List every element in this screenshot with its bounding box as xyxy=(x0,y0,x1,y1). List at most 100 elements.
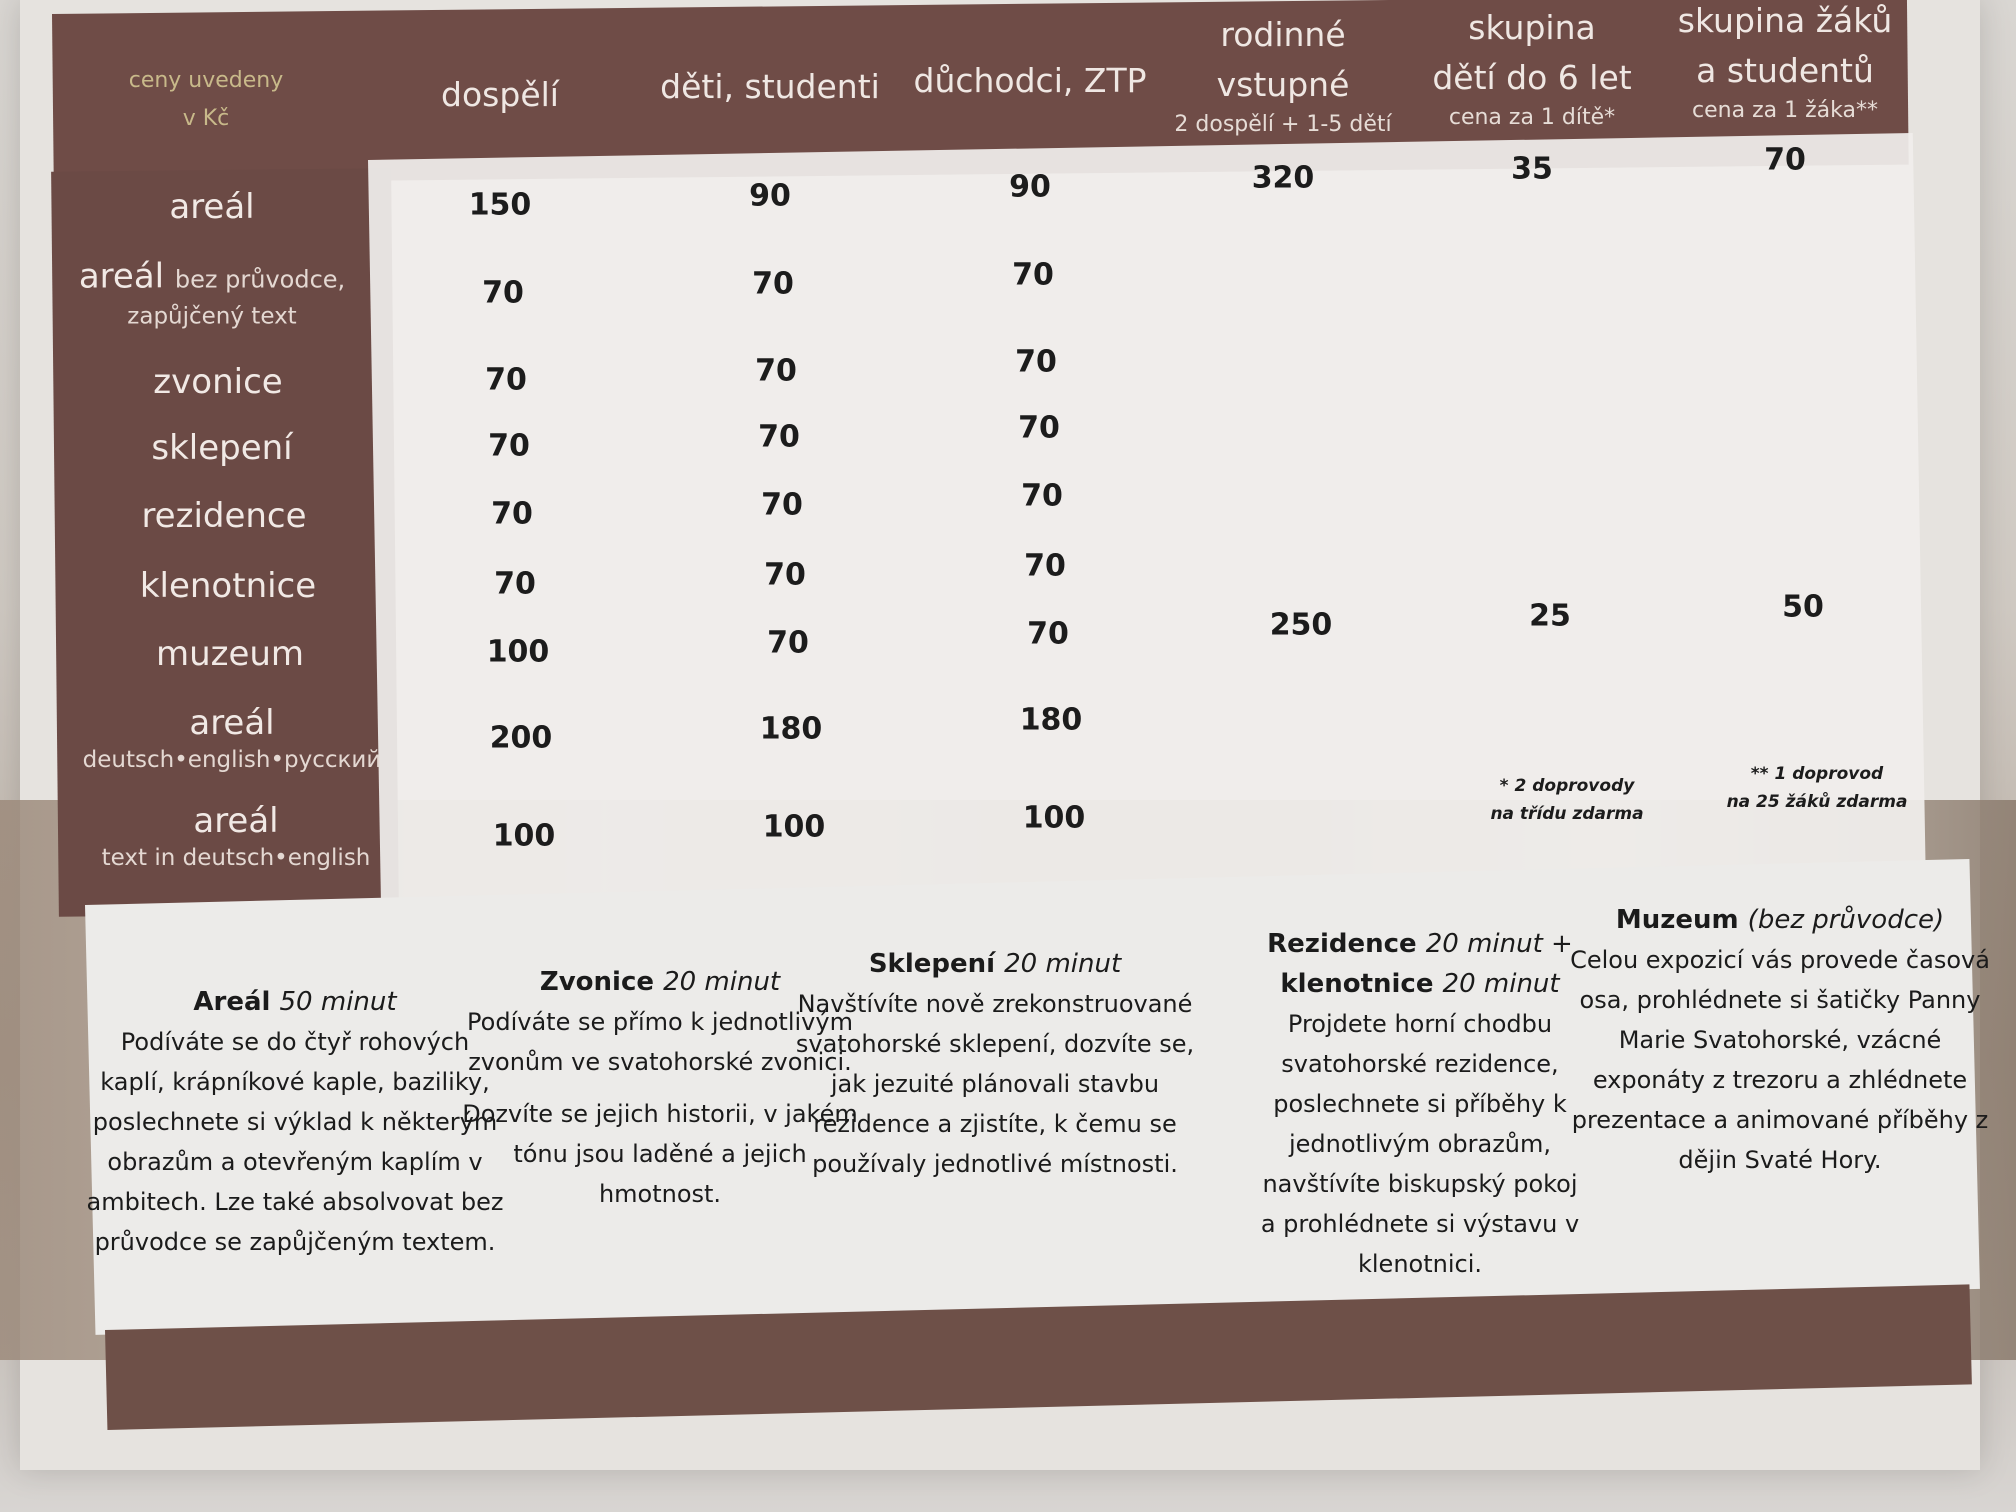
row-label: zvonice xyxy=(153,360,282,404)
row-label-inline: bez průvodce, xyxy=(174,265,346,294)
price-cell: 70 xyxy=(764,557,806,593)
price-cell: 100 xyxy=(1022,800,1086,836)
column-header-line: vstupné xyxy=(1216,65,1350,104)
footnote: * 2 doprovody na třídu zdarma xyxy=(1490,772,1643,828)
price-cell: 250 xyxy=(1269,607,1333,643)
column-header-line: a studentů xyxy=(1696,51,1874,90)
footnote-line: * 2 doprovody xyxy=(1499,776,1635,796)
column-header: dospělí xyxy=(441,70,559,120)
row-label: areál deutsch•english•русский xyxy=(83,701,382,775)
row-label-name: areál xyxy=(169,187,255,227)
price-cell: 70 xyxy=(1012,257,1054,293)
tour-description: Areál 50 minut Podíváte se do čtyř rohový… xyxy=(85,982,505,1274)
tour-duration: (bez průvodce) xyxy=(1747,905,1945,935)
footnote-line: na 25 žáků zdarma xyxy=(1726,792,1908,812)
tour-text: Celou expozicí vás provede časová osa, p… xyxy=(1570,946,1990,1174)
column-header: děti, studenti xyxy=(660,62,880,112)
row-label-subtitle: text in deutsch•english xyxy=(101,845,371,871)
tour-duration: 20 minut + xyxy=(1425,929,1573,959)
currency-note: ceny uvedeny v Kč xyxy=(129,62,284,138)
price-cell: 100 xyxy=(492,818,556,854)
price-cell: 70 xyxy=(1027,616,1069,652)
tour-duration: 50 minut xyxy=(279,987,397,1017)
row-label: muzeum xyxy=(156,632,304,676)
price-cell: 180 xyxy=(1019,702,1083,738)
row-label-name: areál xyxy=(189,703,275,743)
footnote-line: ** 1 doprovod xyxy=(1750,764,1884,784)
tour-duration: 20 minut xyxy=(663,967,781,997)
tour-title: Zvonice 20 minut xyxy=(450,962,870,1002)
price-cell: 70 xyxy=(485,362,527,398)
tour-text: Podíváte se přímo k jednotlivým zvonům v… xyxy=(467,1008,853,1076)
footnote: ** 1 doprovod na 25 žáků zdarma xyxy=(1727,760,1908,816)
price-cell: 100 xyxy=(486,634,550,670)
tour-title: Areál 50 minut xyxy=(85,982,505,1022)
row-label-subtitle: deutsch•english•русский xyxy=(82,747,382,773)
tour-text: Navštívíte nově zrekonstruované svatohor… xyxy=(795,990,1195,1178)
price-cell: 35 xyxy=(1511,151,1553,187)
price-cell: 150 xyxy=(468,187,532,223)
price-table-body xyxy=(368,133,1926,900)
row-label-name: zvonice xyxy=(153,362,283,402)
tour-title: klenotnice 20 minut xyxy=(1260,964,1580,1004)
column-header: důchodci, ZTP xyxy=(913,56,1146,106)
tour-description: Muzeum (bez průvodce) Celou expozicí vás … xyxy=(1570,900,1990,1192)
row-label-name: rezidence xyxy=(141,496,307,536)
price-cell: 70 xyxy=(767,625,809,661)
column-header-subtitle: cena za 1 žáka** xyxy=(1692,98,1878,123)
price-cell: 90 xyxy=(1009,169,1051,205)
price-cell: 70 xyxy=(752,266,794,302)
price-cell: 70 xyxy=(1021,478,1063,514)
column-header-line: důchodci, ZTP xyxy=(913,61,1147,100)
price-cell: 70 xyxy=(488,428,530,464)
column-header-line: skupina žáků xyxy=(1677,1,1893,40)
column-header-subtitle: 2 dospělí + 1-5 dětí xyxy=(1174,112,1392,137)
row-label: rezidence xyxy=(141,494,306,538)
price-cell: 70 xyxy=(758,419,800,455)
price-cell: 70 xyxy=(482,275,524,311)
price-cell: 70 xyxy=(1764,142,1806,178)
row-label: areál xyxy=(169,185,254,229)
row-label-name: areál xyxy=(78,256,165,297)
tour-text: Dozvíte se jejich historii, v jakém tónu… xyxy=(462,1100,858,1208)
price-cell: 70 xyxy=(761,487,803,523)
price-cell: 70 xyxy=(494,566,536,602)
column-header-line: děti, studenti xyxy=(660,67,880,106)
price-cell: 25 xyxy=(1529,598,1571,634)
column-header-line: skupina xyxy=(1468,8,1596,47)
tour-title-name: Zvonice xyxy=(539,967,654,997)
column-header: rodinné vstupné 2 dospělí + 1-5 dětí xyxy=(1174,10,1391,140)
row-label-name: areál xyxy=(193,801,279,841)
currency-note-line: v Kč xyxy=(182,106,230,131)
price-cell: 100 xyxy=(762,809,826,845)
tour-title-name: klenotnice xyxy=(1280,969,1434,999)
footnote-line: na třídu zdarma xyxy=(1490,804,1644,824)
price-cell: 200 xyxy=(489,720,553,756)
currency-note-line: ceny uvedeny xyxy=(128,68,284,93)
tour-title: Sklepení 20 minut xyxy=(785,944,1205,984)
price-cell: 70 xyxy=(1015,344,1057,380)
row-label-subtitle: zapůjčený text xyxy=(127,303,297,330)
tour-description: Sklepení 20 minut Navštívíte nově zrekons… xyxy=(785,944,1205,1196)
column-header-line: rodinné xyxy=(1220,15,1346,54)
tour-title-name: Muzeum xyxy=(1615,905,1739,935)
price-cell: 70 xyxy=(1018,410,1060,446)
row-label-name: klenotnice xyxy=(139,566,317,606)
row-label: sklepení xyxy=(151,426,292,470)
row-label-name: sklepení xyxy=(151,428,293,468)
price-cell: 90 xyxy=(749,178,791,214)
row-label: klenotnice xyxy=(140,564,316,608)
tour-title: Rezidence 20 minut + xyxy=(1260,924,1580,964)
row-label: areál text in deutsch•english xyxy=(102,799,371,873)
tour-title: Muzeum (bez průvodce) xyxy=(1570,900,1990,940)
price-cell: 180 xyxy=(759,711,823,747)
column-header: skupina žáků a studentů cena za 1 žáka** xyxy=(1678,0,1893,126)
tour-description: Zvonice 20 minut Podíváte se přímo k jedn… xyxy=(450,962,870,1226)
column-header-line: dospělí xyxy=(441,75,559,114)
price-cell: 70 xyxy=(755,353,797,389)
tour-title-name: Rezidence xyxy=(1267,929,1417,959)
tour-duration: 20 minut xyxy=(1004,949,1122,979)
column-header: skupina dětí do 6 let cena za 1 dítě* xyxy=(1432,3,1631,133)
column-header-subtitle: cena za 1 dítě* xyxy=(1448,105,1616,130)
tour-title-name: Areál xyxy=(193,987,271,1017)
